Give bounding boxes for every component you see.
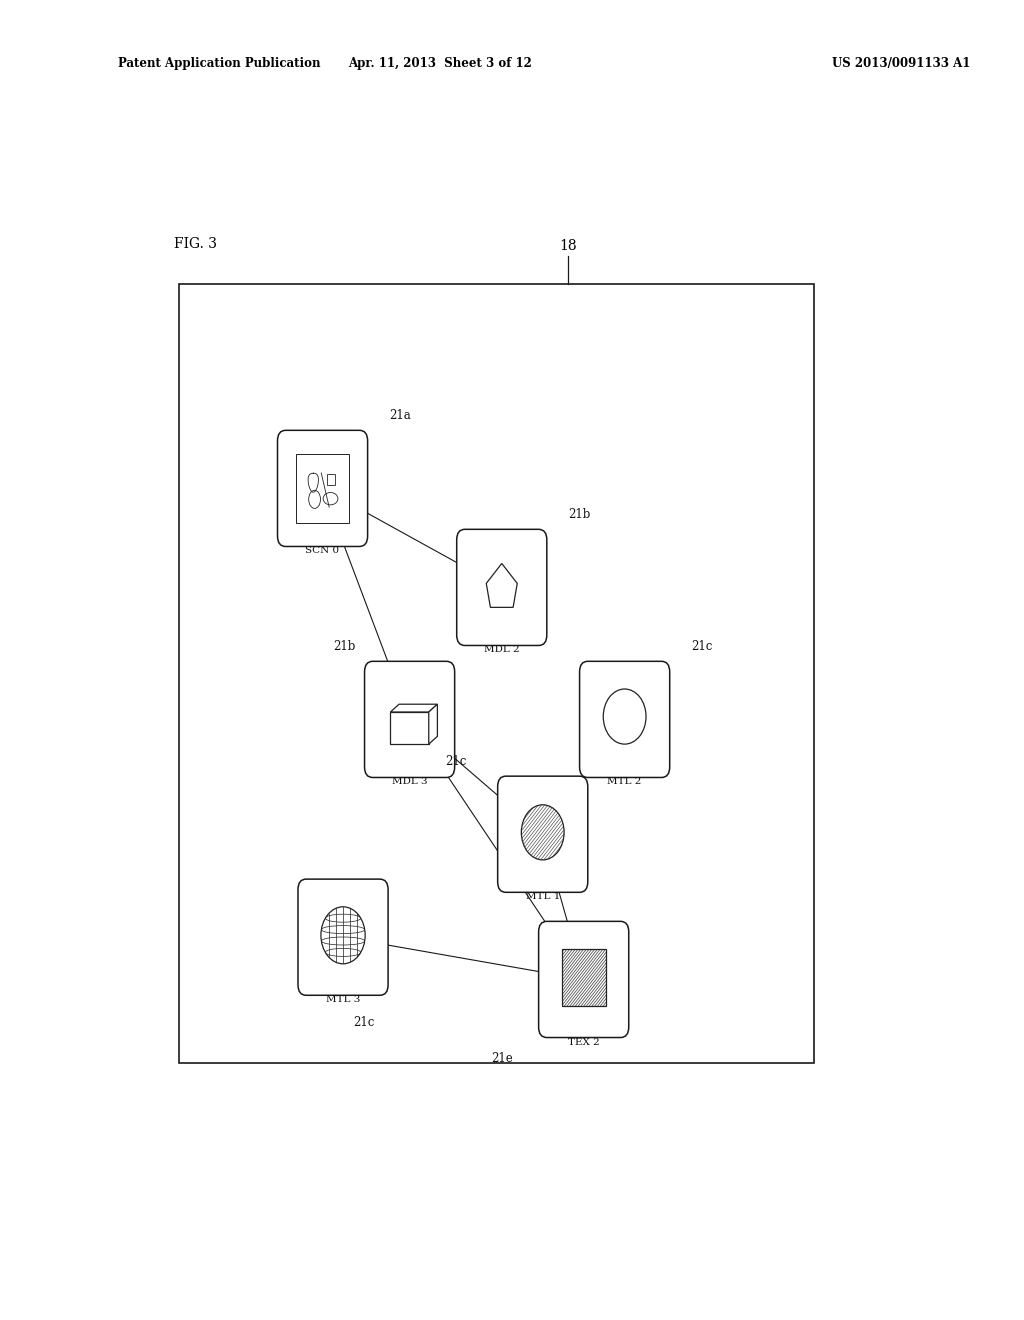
FancyBboxPatch shape xyxy=(580,661,670,777)
Bar xyxy=(561,949,606,1006)
FancyBboxPatch shape xyxy=(539,921,629,1038)
Text: MDL 2: MDL 2 xyxy=(484,645,519,655)
Text: 21b: 21b xyxy=(333,640,355,653)
Text: MTL 3: MTL 3 xyxy=(326,995,360,1005)
Text: 21c: 21c xyxy=(445,755,467,768)
Text: SCN 0: SCN 0 xyxy=(305,546,340,556)
Text: FIG. 3: FIG. 3 xyxy=(174,238,217,251)
FancyBboxPatch shape xyxy=(498,776,588,892)
Text: 21c: 21c xyxy=(691,640,713,653)
Text: TEX 2: TEX 2 xyxy=(567,1038,600,1047)
Circle shape xyxy=(521,805,564,859)
FancyBboxPatch shape xyxy=(457,529,547,645)
Text: 21e: 21e xyxy=(492,1052,513,1065)
Polygon shape xyxy=(390,711,429,744)
Bar xyxy=(327,474,336,484)
FancyBboxPatch shape xyxy=(365,661,455,777)
Text: MTL 2: MTL 2 xyxy=(607,777,642,787)
Polygon shape xyxy=(390,704,437,711)
Circle shape xyxy=(321,907,366,964)
FancyBboxPatch shape xyxy=(278,430,368,546)
Text: 18: 18 xyxy=(559,239,578,253)
Text: Apr. 11, 2013  Sheet 3 of 12: Apr. 11, 2013 Sheet 3 of 12 xyxy=(348,57,532,70)
Bar xyxy=(561,949,606,1006)
Text: 21b: 21b xyxy=(568,508,591,521)
Text: 21c: 21c xyxy=(353,1016,375,1030)
FancyBboxPatch shape xyxy=(298,879,388,995)
Text: 21a: 21a xyxy=(389,409,411,422)
Text: Patent Application Publication: Patent Application Publication xyxy=(118,57,321,70)
Text: MTL 1: MTL 1 xyxy=(525,892,560,902)
Text: MDL 3: MDL 3 xyxy=(392,777,427,787)
Text: US 2013/0091133 A1: US 2013/0091133 A1 xyxy=(831,57,971,70)
Polygon shape xyxy=(429,704,437,744)
